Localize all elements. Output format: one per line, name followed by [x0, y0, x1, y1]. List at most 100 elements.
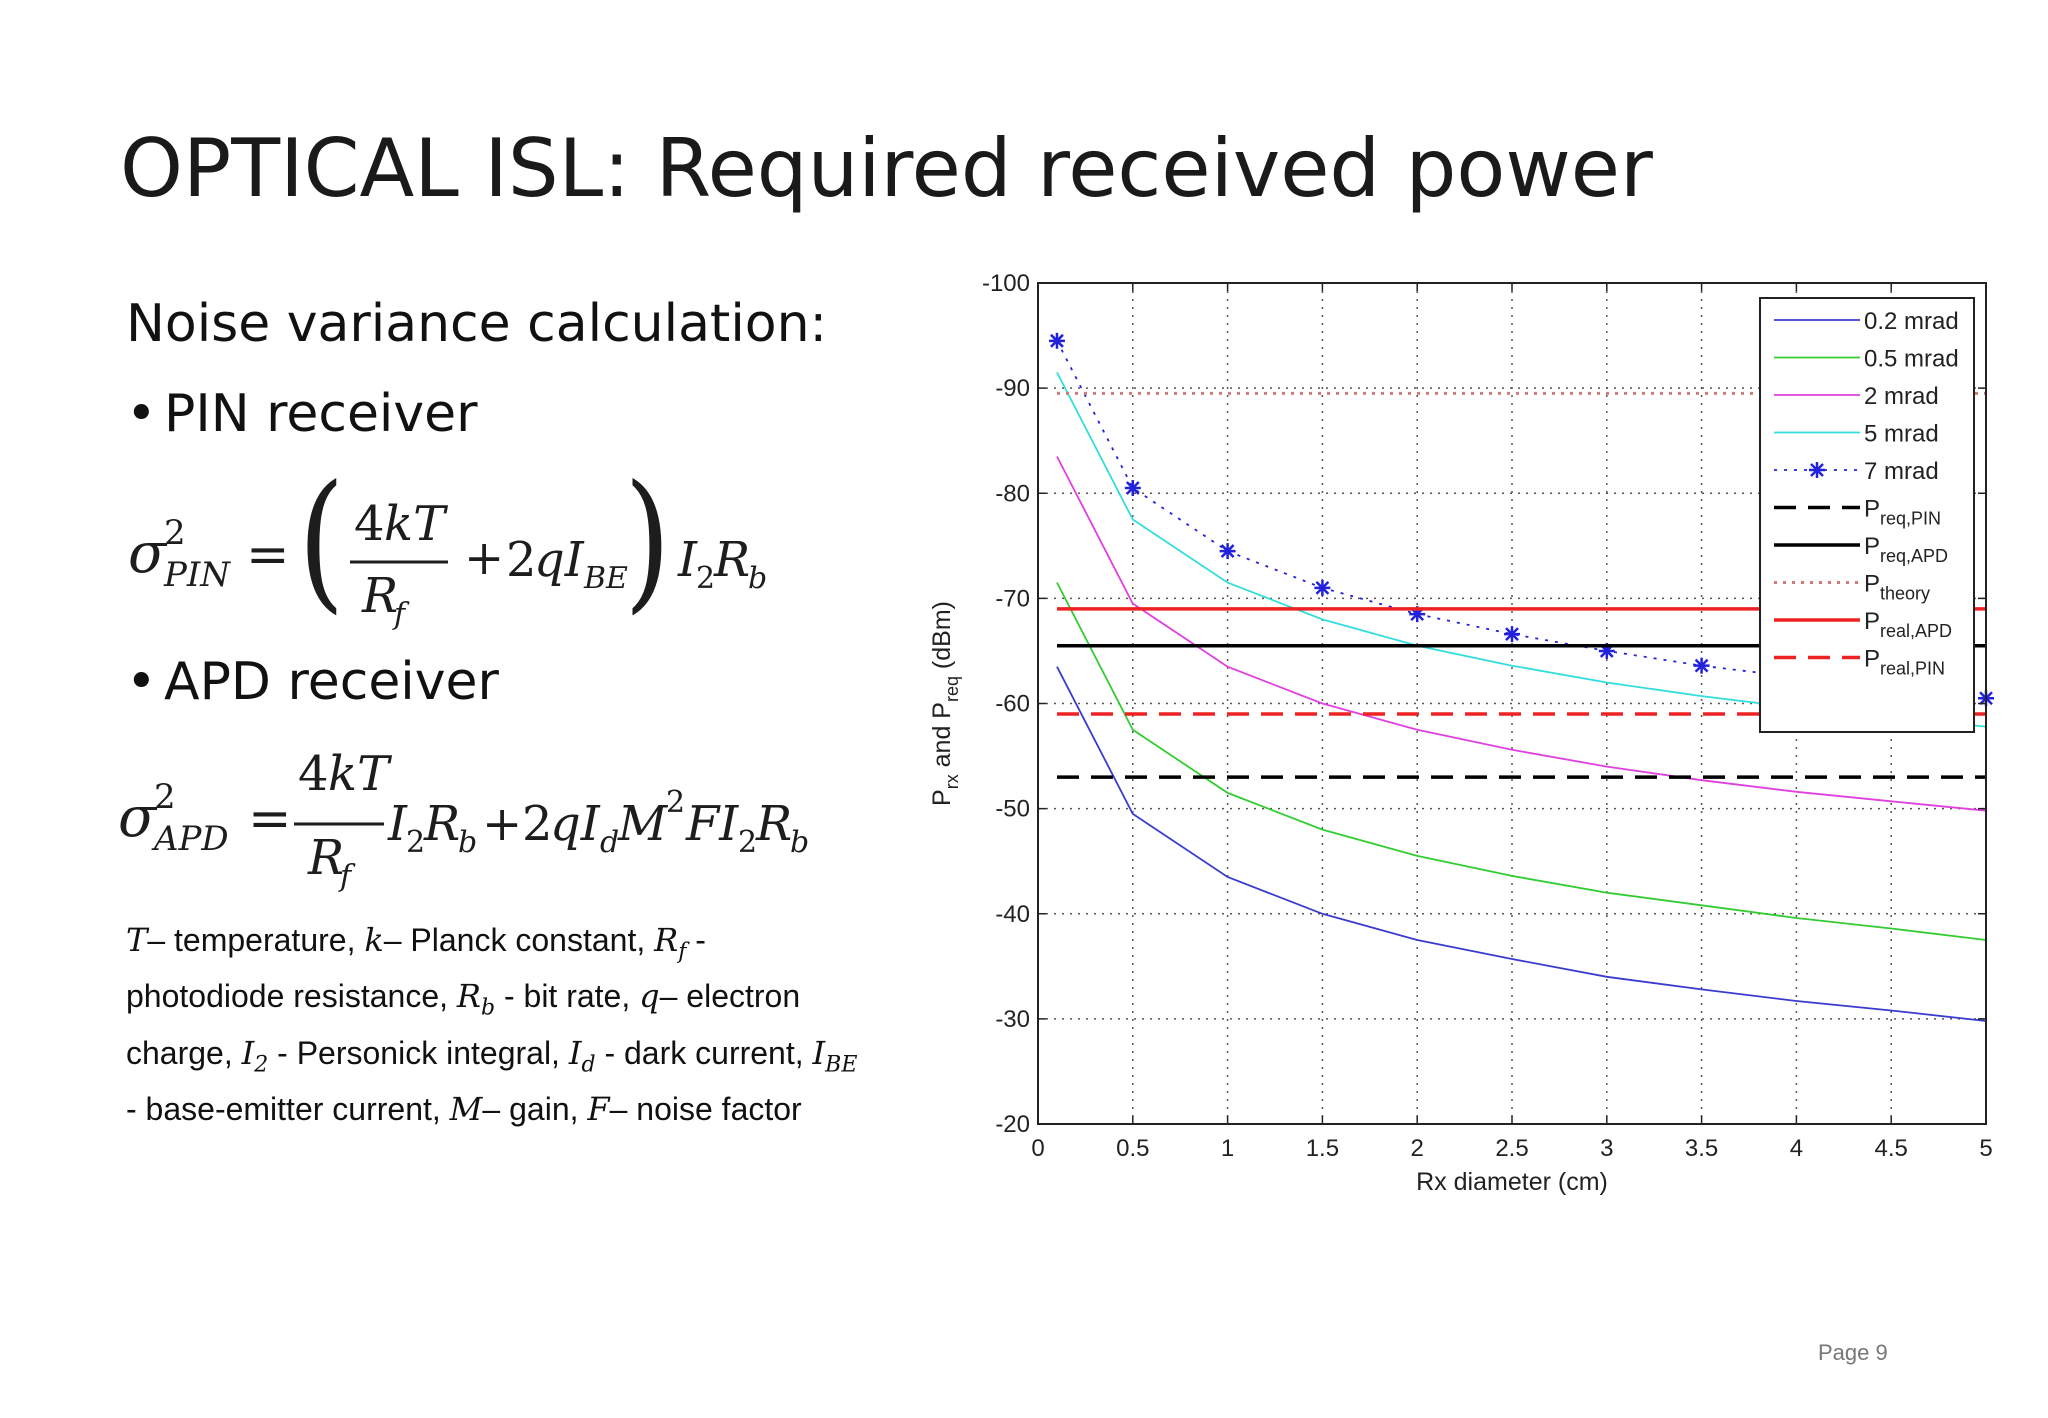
legend-box [1759, 297, 1975, 733]
symbol-ibe: IBE [812, 1033, 858, 1078]
svg-text:kT: kT [328, 746, 392, 802]
svg-text:4: 4 [354, 496, 385, 552]
svg-text:+: + [464, 530, 504, 586]
y-tick-label: -40 [995, 901, 1030, 928]
svg-text:σ: σ [118, 785, 158, 850]
y-tick-label: -90 [995, 375, 1030, 402]
symbol-f: F [587, 1090, 610, 1129]
svg-text:2: 2 [164, 513, 186, 553]
svg-text:=: = [246, 525, 290, 585]
symbol-description: - base-emitter current, [126, 1091, 450, 1128]
legend-label: 0.5 mrad [1864, 346, 1959, 373]
svg-text:FI: FI [685, 796, 739, 852]
x-tick-label: 0.5 [1116, 1135, 1149, 1162]
symbol-description: - dark current, [595, 1034, 813, 1071]
svg-text:b: b [790, 825, 809, 860]
y-tick-label: -20 [995, 1111, 1030, 1138]
svg-text:2: 2 [154, 777, 176, 817]
legend-label: 5 mrad [1864, 421, 1939, 448]
formula-pin: σ 2 PIN = ( 4 kT R f + 2 qI BE ) I 2 R b [118, 454, 798, 638]
svg-text:): ) [624, 454, 671, 628]
symbol-description: - Personick integral, [268, 1034, 569, 1071]
series-line-0-2-mrad [1056, 666, 1987, 1022]
svg-text:b: b [458, 825, 477, 860]
bullet-glyph: • [126, 652, 157, 712]
slide-title: OPTICAL ISL: Required received power [120, 122, 1653, 215]
svg-text:PIN: PIN [163, 555, 231, 595]
svg-text:2: 2 [506, 532, 537, 588]
x-tick-label: 3 [1600, 1135, 1613, 1162]
symbol-description: – gain, [482, 1091, 588, 1128]
series-line-0-5-mrad [1056, 582, 1987, 941]
x-tick-label: 0 [1031, 1135, 1044, 1162]
formula-pin-svg: σ 2 PIN = ( 4 kT R f + 2 qI BE ) I 2 R b [128, 454, 767, 632]
svg-text:b: b [748, 561, 767, 596]
bullet-apd-receiver: • APD receiver [126, 652, 499, 712]
svg-text:d: d [600, 825, 619, 860]
legend-label: Preq,PIN [1864, 496, 1941, 529]
x-axis-label: Rx diameter (cm) [1416, 1168, 1608, 1196]
y-tick-label: -50 [995, 796, 1030, 823]
svg-text:2: 2 [406, 825, 425, 860]
formula-apd-svg: σ 2 APD = 4 kT R f I 2 R b + 2 qI d M 2 … [118, 746, 809, 894]
bullet-apd-label: APD receiver [164, 652, 499, 712]
svg-text:4: 4 [298, 746, 329, 802]
symbol-description: – temperature, [147, 922, 365, 958]
y-tick-label: -80 [995, 480, 1030, 507]
svg-text:I: I [677, 532, 698, 588]
symbol-i2: I2 [241, 1033, 269, 1078]
y-axis-label: Prx and Preq (dBm) [928, 601, 962, 806]
bullet-pin-receiver: • PIN receiver [126, 384, 478, 444]
data-point [1219, 543, 1236, 560]
x-tick-label: 4 [1790, 1135, 1803, 1162]
symbol-t: T [126, 921, 148, 959]
y-tick-label: -30 [995, 1006, 1030, 1033]
series-line-7-mrad [1056, 340, 1987, 700]
svg-text:(: ( [298, 454, 345, 628]
x-tick-label: 5 [1979, 1135, 1992, 1162]
svg-text:R: R [361, 568, 398, 624]
symbol-description: - photodiode resistance, [126, 922, 706, 1015]
svg-text:R: R [423, 796, 460, 852]
legend-label: Preal,APD [1864, 608, 1952, 641]
legend-label: 0.2 mrad [1864, 308, 1959, 335]
svg-text:R: R [713, 532, 750, 588]
data-point [1504, 626, 1520, 643]
legend-label: 7 mrad [1864, 458, 1939, 485]
bullet-pin-label: PIN receiver [164, 384, 478, 444]
symbol-description: - bit rate, [495, 978, 640, 1015]
legend-label: Preal,PIN [1864, 646, 1945, 679]
formula-apd: σ 2 APD = 4 kT R f I 2 R b + 2 qI d M 2 … [118, 746, 858, 902]
page-number: Page 9 [1818, 1340, 1888, 1365]
svg-text:BE: BE [583, 561, 628, 596]
symbol-description: – Planck constant, [383, 922, 655, 958]
symbol-id: Id [568, 1033, 596, 1078]
symbol-description: – noise factor [609, 1091, 802, 1128]
legend-label: Preq,APD [1864, 533, 1948, 566]
x-tick-label: 2.5 [1495, 1135, 1528, 1162]
data-point [1314, 579, 1331, 596]
svg-text:2: 2 [666, 785, 685, 820]
x-tick-label: 3.5 [1685, 1135, 1718, 1162]
svg-text:APD: APD [151, 819, 229, 859]
y-tick-label: -60 [995, 691, 1030, 718]
symbol-rf: Rf [654, 921, 687, 965]
subheading: Noise variance calculation: [126, 294, 828, 354]
symbol-definitions: T– temperature, k– Planck constant, Rf -… [126, 918, 866, 1131]
data-point [1048, 332, 1065, 349]
symbol-m: M [449, 1090, 483, 1129]
legend-label: Ptheory [1864, 571, 1930, 604]
svg-text:=: = [248, 789, 292, 849]
data-point [1693, 657, 1710, 674]
svg-text:2: 2 [696, 561, 715, 596]
bullet-glyph: • [126, 384, 157, 444]
legend-label: 2 mrad [1864, 383, 1939, 410]
data-point [1124, 479, 1141, 496]
svg-text:2: 2 [522, 796, 553, 852]
y-tick-label: -100 [982, 270, 1030, 297]
svg-text:M: M [617, 796, 669, 852]
svg-text:kT: kT [384, 496, 448, 552]
svg-text:+: + [482, 796, 522, 852]
symbol-k: k [364, 921, 384, 959]
svg-text:σ: σ [128, 521, 168, 586]
